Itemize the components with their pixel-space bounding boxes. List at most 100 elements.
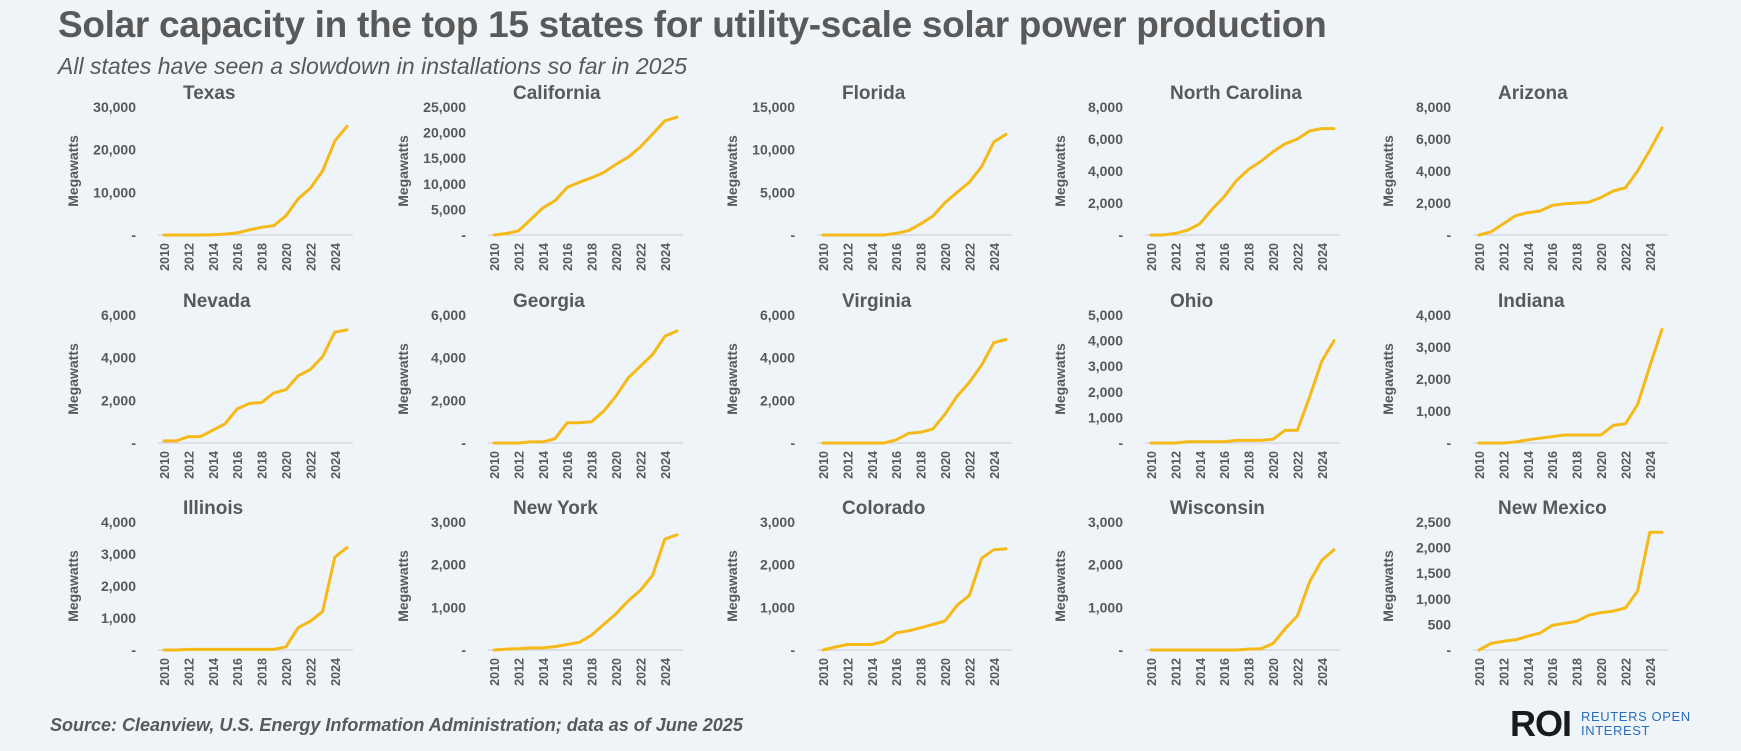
x-tick-label: 2022 xyxy=(1619,451,1633,479)
x-tick-label: 2024 xyxy=(329,451,343,479)
y-tick-label: 4,000 xyxy=(1416,307,1451,323)
x-tick-label: 2016 xyxy=(1546,451,1560,479)
panel-ohio: Ohio Megawatts - 1,000 2,000 3,000 4,000 5,000 2… xyxy=(1052,291,1340,479)
x-tick-label: 2022 xyxy=(1619,658,1633,686)
x-tick-label: 2018 xyxy=(1571,658,1585,686)
series-line-texas xyxy=(162,124,349,237)
x-tick-label: 2024 xyxy=(988,451,1002,479)
y-tick-label: - xyxy=(1118,435,1123,451)
x-tick-label: 2012 xyxy=(182,243,196,271)
y-tick-label: - xyxy=(131,227,136,243)
x-tick-label: 2024 xyxy=(1316,243,1330,271)
y-axis-label: Megawatts xyxy=(1380,343,1396,415)
y-axis-label: Megawatts xyxy=(1380,550,1396,622)
y-axis-label: Megawatts xyxy=(65,343,81,415)
y-tick-label: - xyxy=(790,642,795,658)
y-tick-label: 10,000 xyxy=(752,142,795,158)
x-tick-label: 2024 xyxy=(1316,451,1330,479)
x-tick-label: 2020 xyxy=(939,243,953,271)
panel-title: New York xyxy=(513,498,598,519)
y-tick-label: 4,000 xyxy=(1088,163,1123,179)
x-tick-label: 2014 xyxy=(1194,658,1208,686)
x-tick-label: 2018 xyxy=(586,243,600,271)
y-axis-label: Megawatts xyxy=(724,135,740,207)
x-tick-label: 2016 xyxy=(231,451,245,479)
panel-title: Florida xyxy=(842,83,906,104)
x-tick-label: 2012 xyxy=(512,451,526,479)
x-tick-label: 2018 xyxy=(256,451,270,479)
x-tick-label: 2010 xyxy=(817,658,831,686)
y-tick-label: 20,000 xyxy=(93,142,136,158)
y-tick-label: 3,000 xyxy=(1416,339,1451,355)
x-tick-label: 2016 xyxy=(890,451,904,479)
x-tick-label: 2020 xyxy=(280,658,294,686)
y-tick-label: 4,000 xyxy=(1088,333,1123,349)
panel-arizona: Arizona Megawatts - 2,000 4,000 6,000 8,000 201… xyxy=(1380,83,1668,271)
x-tick-label: 2012 xyxy=(1169,243,1183,271)
panel-title: Indiana xyxy=(1498,291,1565,312)
x-tick-label: 2010 xyxy=(488,451,502,479)
y-tick-label: 4,000 xyxy=(431,350,466,366)
x-tick-label: 2022 xyxy=(963,451,977,479)
y-tick-label: 6,000 xyxy=(101,307,136,323)
x-tick-label: 2024 xyxy=(659,243,673,271)
panel-title: Ohio xyxy=(1170,291,1213,312)
y-tick-label: 30,000 xyxy=(93,99,136,115)
y-axis-label: Megawatts xyxy=(65,135,81,207)
y-tick-label: 5,000 xyxy=(1088,307,1123,323)
x-tick-label: 2012 xyxy=(841,658,855,686)
panel-new-mexico: New Mexico Megawatts - 500 1,000 1,500 2,000 2,… xyxy=(1380,498,1668,686)
x-tick-label: 2014 xyxy=(1522,658,1536,686)
x-tick-label: 2014 xyxy=(866,451,880,479)
x-tick-label: 2014 xyxy=(207,658,221,686)
y-tick-label: 5,000 xyxy=(431,201,466,217)
x-tick-label: 2012 xyxy=(512,658,526,686)
x-tick-label: 2016 xyxy=(231,243,245,271)
series-line-georgia xyxy=(492,329,679,445)
panel-title: New Mexico xyxy=(1498,498,1607,519)
y-tick-label: 10,000 xyxy=(423,176,466,192)
y-tick-label: - xyxy=(790,227,795,243)
logo-mark: ROI xyxy=(1510,703,1572,744)
x-tick-label: 2024 xyxy=(1644,658,1658,686)
y-tick-label: 500 xyxy=(1428,616,1452,632)
x-tick-label: 2014 xyxy=(866,658,880,686)
y-tick-label: 3,000 xyxy=(101,546,136,562)
x-tick-label: 2010 xyxy=(158,658,172,686)
panel-colorado: Colorado Megawatts - 1,000 2,000 3,000 2010 201… xyxy=(724,498,1012,686)
y-tick-label: - xyxy=(1446,435,1451,451)
x-tick-label: 2010 xyxy=(817,243,831,271)
panel-new-york: New York Megawatts - 1,000 2,000 3,000 2010 201… xyxy=(395,498,683,686)
x-tick-label: 2010 xyxy=(1473,658,1487,686)
y-tick-label: - xyxy=(461,642,466,658)
y-tick-label: 1,000 xyxy=(760,599,795,615)
x-tick-label: 2022 xyxy=(634,243,648,271)
y-tick-label: 8,000 xyxy=(1088,99,1123,115)
x-tick-label: 2022 xyxy=(1291,658,1305,686)
x-tick-label: 2010 xyxy=(1473,451,1487,479)
x-tick-label: 2014 xyxy=(866,243,880,271)
series-line-new-mexico xyxy=(1477,530,1664,652)
x-tick-label: 2024 xyxy=(1644,451,1658,479)
x-tick-label: 2022 xyxy=(304,658,318,686)
x-tick-label: 2012 xyxy=(1497,658,1511,686)
y-tick-label: 5,000 xyxy=(760,184,795,200)
x-tick-label: 2010 xyxy=(817,451,831,479)
y-axis-label: Megawatts xyxy=(395,135,411,207)
x-tick-label: 2012 xyxy=(512,243,526,271)
x-tick-label: 2020 xyxy=(1267,451,1281,479)
y-tick-label: 1,000 xyxy=(1416,591,1451,607)
x-tick-label: 2010 xyxy=(488,658,502,686)
panel-title: North Carolina xyxy=(1170,83,1302,104)
x-tick-label: 2016 xyxy=(561,243,575,271)
x-tick-label: 2020 xyxy=(1595,658,1609,686)
y-tick-label: 10,000 xyxy=(93,184,136,200)
y-tick-label: 25,000 xyxy=(423,99,466,115)
y-axis-label: Megawatts xyxy=(1052,135,1068,207)
y-tick-label: - xyxy=(131,435,136,451)
y-tick-label: 1,000 xyxy=(1088,599,1123,615)
panel-title: Nevada xyxy=(183,291,251,312)
panel-title: Arizona xyxy=(1498,83,1568,104)
x-tick-label: 2018 xyxy=(1243,243,1257,271)
x-tick-label: 2024 xyxy=(329,658,343,686)
